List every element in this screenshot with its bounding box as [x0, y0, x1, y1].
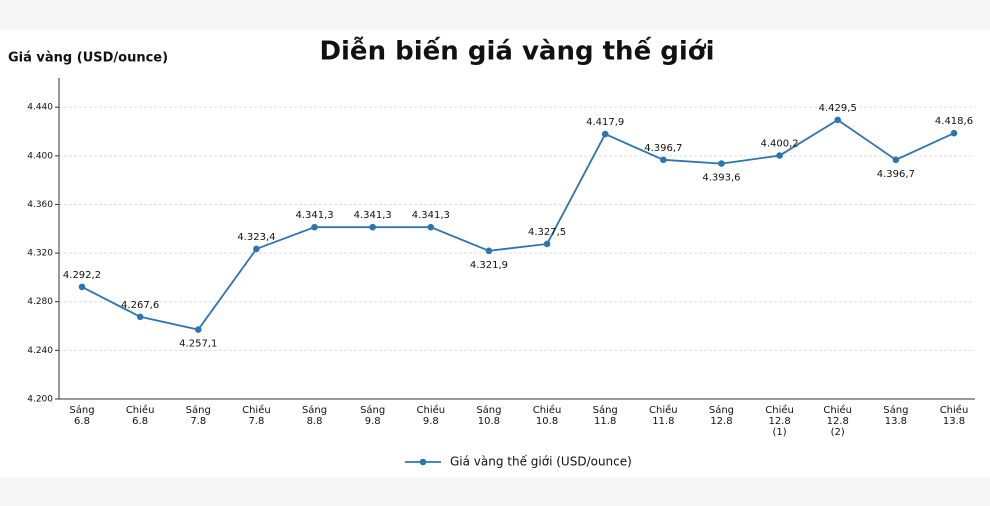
x-tick-label: Chiều 6.8: [125, 405, 155, 427]
data-label: 4.267,6: [121, 300, 159, 311]
point: [136, 313, 144, 321]
data-label: 4.417,9: [586, 117, 624, 128]
x-tick-label: Chiều 9.8: [416, 405, 446, 427]
data-label: 4.341,3: [412, 210, 450, 221]
x-tick-label: Sáng 7.8: [185, 405, 211, 427]
x-tick-label: Chiều 12.8 (1): [765, 405, 794, 438]
point: [369, 223, 376, 231]
point: [660, 156, 667, 164]
x-tick-label: Sáng 11.8: [592, 405, 618, 427]
data-label: 4.292,2: [63, 270, 101, 281]
chart-title: Diễn biến giá vàng thế giới: [319, 36, 714, 67]
x-tick-label: Sáng 6.8: [69, 405, 95, 427]
point: [776, 152, 783, 159]
x-tick-label: Chiều 11.8: [649, 405, 678, 427]
data-label: 4.257,1: [179, 339, 217, 350]
data-label: 4.400,2: [761, 139, 799, 150]
data-label: 4.327,5: [528, 227, 566, 238]
data-label: 4.396,7: [644, 143, 682, 154]
point: [834, 116, 842, 124]
x-tick-label: Sáng 8.8: [301, 405, 328, 427]
point: [427, 223, 435, 231]
y-tick-label: 4.360: [27, 200, 53, 210]
y-tick-label: 4.200: [27, 395, 53, 405]
x-tick-label: Chiều 12.8 (2): [823, 405, 853, 438]
panel: [0, 30, 990, 478]
line: [81, 118, 955, 331]
point: [485, 247, 493, 255]
point: [78, 283, 86, 291]
point: [892, 156, 900, 164]
x-tick-label: Sáng 10.8: [476, 405, 502, 427]
data-label: 4.321,9: [470, 260, 508, 271]
data-label: 4.418,6: [935, 116, 973, 127]
x-tick-label: Chiều 10.8: [532, 405, 562, 427]
legend-marker: [419, 458, 427, 466]
data-label: 4.393,6: [702, 173, 740, 184]
y-axis-label: Giá vàng (USD/ounce): [8, 51, 168, 66]
data-label: 4.341,3: [295, 210, 333, 221]
point: [543, 240, 551, 248]
y-tick-label: 4.240: [27, 346, 53, 356]
x-tick-label: Sáng 12.8: [708, 405, 735, 427]
y-tick-label: 4.440: [27, 103, 53, 113]
x-tick-label: Chiều 7.8: [242, 405, 271, 427]
point: [718, 160, 725, 167]
y-tick-label: 4.280: [27, 297, 53, 307]
y-tick-label: 4.320: [27, 249, 53, 259]
point: [253, 245, 260, 253]
data-label: 4.341,3: [354, 210, 392, 221]
point: [194, 326, 202, 333]
point: [601, 130, 609, 138]
legend-label: Giá vàng thế giới (USD/ounce): [450, 455, 632, 469]
x-tick-label: Sáng 13.8: [883, 405, 909, 427]
point: [311, 223, 318, 231]
data-label: 4.396,7: [877, 169, 915, 180]
data-label: 4.323,4: [237, 232, 275, 243]
y-tick-label: 4.400: [27, 151, 53, 161]
data-label: 4.429,5: [819, 103, 857, 114]
x-tick-label: Sáng 9.8: [360, 405, 386, 427]
point: [950, 129, 958, 137]
x-tick-label: Chiều 13.8: [939, 405, 969, 427]
